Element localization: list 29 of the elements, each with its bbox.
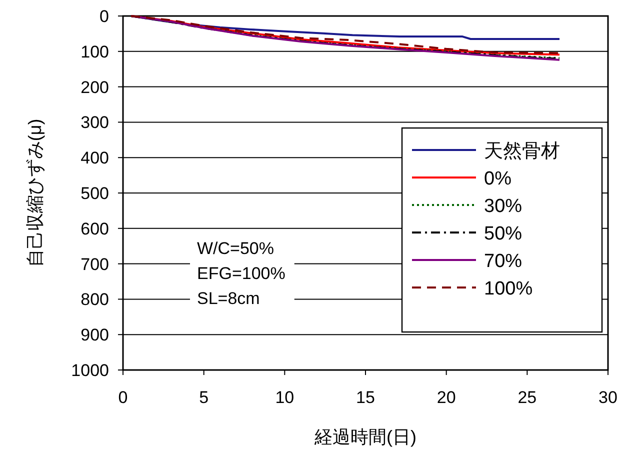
annotation: W/C=50% <box>197 239 274 258</box>
annotation: SL=8cm <box>197 289 260 308</box>
x-axis-title: 経過時間(日) <box>314 427 416 447</box>
y-tick-label: 700 <box>80 254 109 274</box>
y-tick-label: 900 <box>80 326 109 345</box>
y-tick-label: 100 <box>80 42 109 62</box>
y-tick-label: 400 <box>80 148 109 168</box>
legend-label: 0% <box>484 168 512 190</box>
x-tick-label: 0 <box>118 388 128 407</box>
y-axis-title: 自己収縮ひずみ(μ) <box>25 118 45 268</box>
legend-label: 100% <box>484 278 533 300</box>
x-tick-label: 25 <box>518 388 537 407</box>
y-tick-label: 0 <box>100 7 109 26</box>
y-tick-label: 300 <box>80 113 109 132</box>
y-tick-label: 200 <box>80 78 109 97</box>
y-tick-label: 800 <box>80 290 109 310</box>
legend-label: 30% <box>484 196 522 217</box>
legend-label: 70% <box>484 251 522 272</box>
legend-label: 天然骨材 <box>484 141 560 162</box>
y-tick-label: 1000 <box>71 361 109 380</box>
y-tick-label: 500 <box>80 184 109 203</box>
x-tick-label: 15 <box>356 388 375 407</box>
y-tick-label: 600 <box>80 219 109 238</box>
legend-label: 50% <box>484 224 522 244</box>
annotation: EFG=100% <box>197 264 286 283</box>
x-tick-label: 20 <box>436 388 456 407</box>
x-tick-label: 30 <box>598 388 618 407</box>
x-tick-label: 10 <box>275 388 294 407</box>
x-tick-label: 5 <box>199 388 209 407</box>
